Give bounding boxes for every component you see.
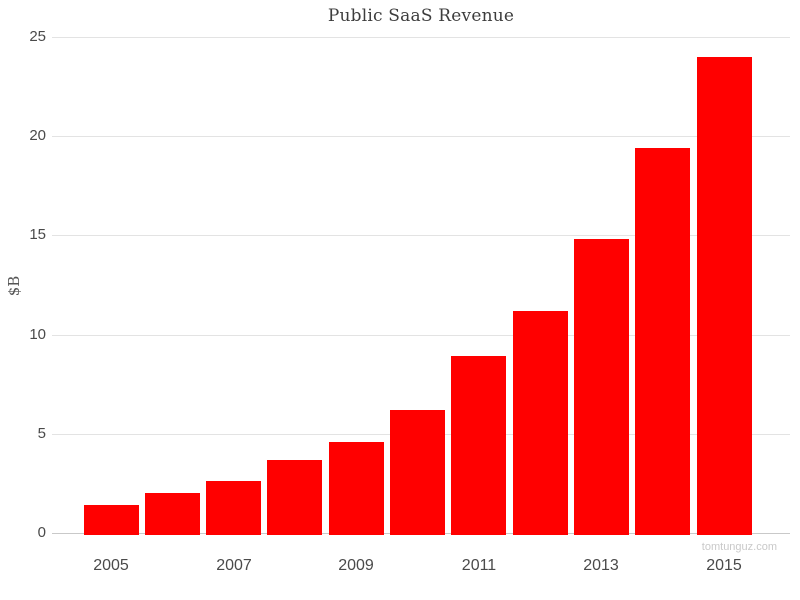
x-axis-tick-label: 2011 [461,557,497,574]
x-axis-tick-label: 2013 [583,557,619,574]
gridline-y-25 [52,37,790,38]
y-axis-tick-label: 10 [29,326,46,343]
x-axis-tick-label: 2009 [338,557,374,574]
y-axis-tick-label: 0 [37,524,46,541]
bar-2010 [390,410,445,535]
bar-2006 [145,493,200,535]
x-axis-tick-label: 2015 [706,557,742,574]
gridline-y-10 [52,335,790,336]
x-axis-tick-label: 2005 [93,557,129,574]
bar-2015 [697,57,752,535]
gridline-y-20 [52,136,790,137]
watermark: tomtunguz.com [701,541,777,553]
bar-2012 [513,311,568,535]
bar-2005 [84,505,139,535]
bar-2007 [206,481,261,535]
chart-title: Public SaaS Revenue [327,6,515,26]
bar-2014 [635,148,690,535]
gridline-y-15 [52,235,790,236]
bar-2013 [574,239,629,535]
y-axis-tick-label: 20 [29,127,46,144]
y-axis-tick-label: 5 [37,425,46,442]
y-axis-tick-label: 15 [29,226,46,243]
bar-2008 [267,460,322,535]
x-axis-tick-label: 2007 [216,557,252,574]
plot-area: 0 5 10 15 20 25 2005 2007 2009 2011 2013 2015 [29,28,790,574]
bar-2009 [329,442,384,535]
bar-2011 [451,356,506,535]
y-axis-label: $B [5,275,23,297]
y-axis-tick-label: 25 [29,28,46,45]
